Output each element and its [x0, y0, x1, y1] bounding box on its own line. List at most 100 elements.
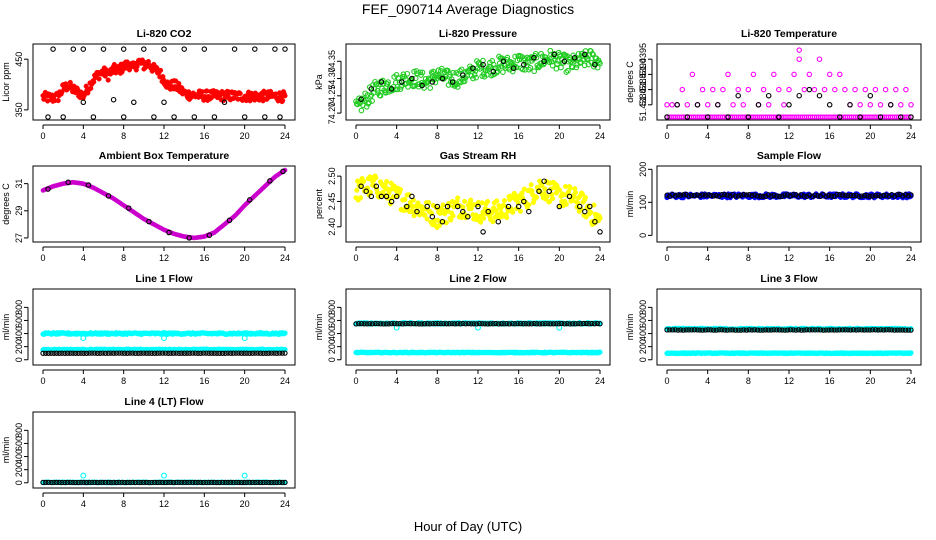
data-point	[438, 65, 445, 72]
data-point	[392, 79, 399, 86]
data-point	[267, 178, 273, 184]
data-point	[448, 217, 454, 223]
data-point	[241, 472, 248, 479]
series-individual-low	[353, 349, 603, 356]
series-individual	[40, 167, 288, 241]
data-point	[541, 58, 547, 65]
data-point	[447, 79, 454, 85]
data-point	[378, 193, 385, 200]
data-point	[781, 102, 787, 108]
data-point	[745, 86, 752, 93]
data-point	[80, 335, 87, 342]
x-tick-label: 20	[865, 376, 875, 386]
data-point	[363, 188, 369, 195]
data-point	[105, 193, 112, 199]
y-tick-label: 29	[14, 206, 24, 216]
data-point	[531, 68, 538, 75]
data-point	[111, 61, 117, 68]
data-point	[715, 102, 721, 108]
y-tick-label: 74.25	[327, 85, 337, 108]
y-tick-label: 800	[14, 300, 24, 315]
x-tick-label: 20	[240, 131, 250, 141]
data-point	[567, 185, 573, 191]
x-tick-label: 0	[664, 253, 669, 263]
data-point	[806, 86, 813, 93]
y-tick-label: 0	[14, 480, 24, 485]
data-point	[374, 87, 381, 94]
data-point	[280, 168, 286, 175]
data-point	[554, 60, 561, 67]
x-tick-label: 20	[554, 131, 564, 141]
data-point	[877, 114, 884, 120]
data-point	[490, 219, 496, 225]
data-point	[384, 178, 390, 185]
panel-sample: Sample Flow 0 4 8 12 16 20 24 0 100 200 ml/min	[625, 150, 922, 263]
x-tick-label: 12	[473, 376, 483, 386]
y-tick-label: 27	[14, 233, 24, 243]
data-point	[594, 64, 601, 71]
data-point	[546, 59, 553, 65]
panel-rh: Gas Stream RH 0 4 8 12 16 20 24 2.40 2.45 2.50perc…	[314, 150, 611, 263]
data-point	[704, 102, 711, 108]
data-point	[120, 114, 127, 120]
x-tick-label: 24	[280, 253, 290, 263]
data-point	[166, 229, 172, 236]
data-point	[552, 56, 558, 63]
data-point	[461, 78, 468, 85]
data-point	[55, 98, 61, 104]
data-point	[161, 472, 167, 479]
panel-title: Ambient Box Temperature	[99, 150, 230, 162]
y-tick-label: 51.4380	[638, 89, 648, 122]
data-point	[750, 71, 757, 78]
data-point	[539, 53, 546, 60]
data-point	[572, 190, 579, 196]
y-tick-label: 350	[14, 102, 24, 117]
data-point	[50, 46, 56, 52]
data-point	[211, 114, 218, 120]
data-point	[689, 71, 696, 78]
data-point	[498, 63, 505, 69]
series-average	[358, 178, 603, 235]
x-tick-label: 0	[353, 253, 358, 263]
plot-frame	[656, 165, 922, 243]
data-point	[110, 96, 117, 103]
y-tick-label: 0	[638, 357, 648, 362]
data-point	[898, 102, 904, 108]
data-point	[862, 86, 869, 93]
x-tick-label: 8	[435, 131, 440, 141]
data-point	[151, 114, 157, 120]
data-point	[730, 102, 736, 108]
x-tick-label: 20	[865, 131, 875, 141]
data-point	[354, 187, 360, 193]
data-point	[573, 64, 580, 71]
data-point	[765, 92, 772, 99]
data-point	[776, 86, 782, 93]
data-point	[252, 46, 258, 52]
data-point	[561, 58, 568, 65]
data-point	[720, 86, 726, 93]
y-tick-label: 74.35	[327, 50, 337, 73]
data-point	[399, 79, 405, 85]
data-point	[399, 82, 405, 89]
x-tick-label: 24	[595, 376, 605, 386]
data-point	[826, 102, 833, 108]
series-individual	[40, 57, 288, 105]
data-point	[908, 102, 914, 108]
data-point	[373, 175, 379, 181]
data-point	[740, 102, 747, 108]
data-point	[501, 198, 507, 204]
y-tick-label: 800	[14, 423, 24, 438]
data-point	[449, 79, 456, 85]
data-point	[539, 183, 545, 189]
data-point	[462, 198, 468, 204]
data-point	[146, 218, 152, 225]
x-tick-label: 16	[199, 131, 209, 141]
data-point	[821, 86, 828, 93]
data-point	[361, 178, 367, 184]
data-point	[90, 114, 97, 120]
data-point	[186, 235, 192, 241]
data-point	[699, 86, 706, 93]
